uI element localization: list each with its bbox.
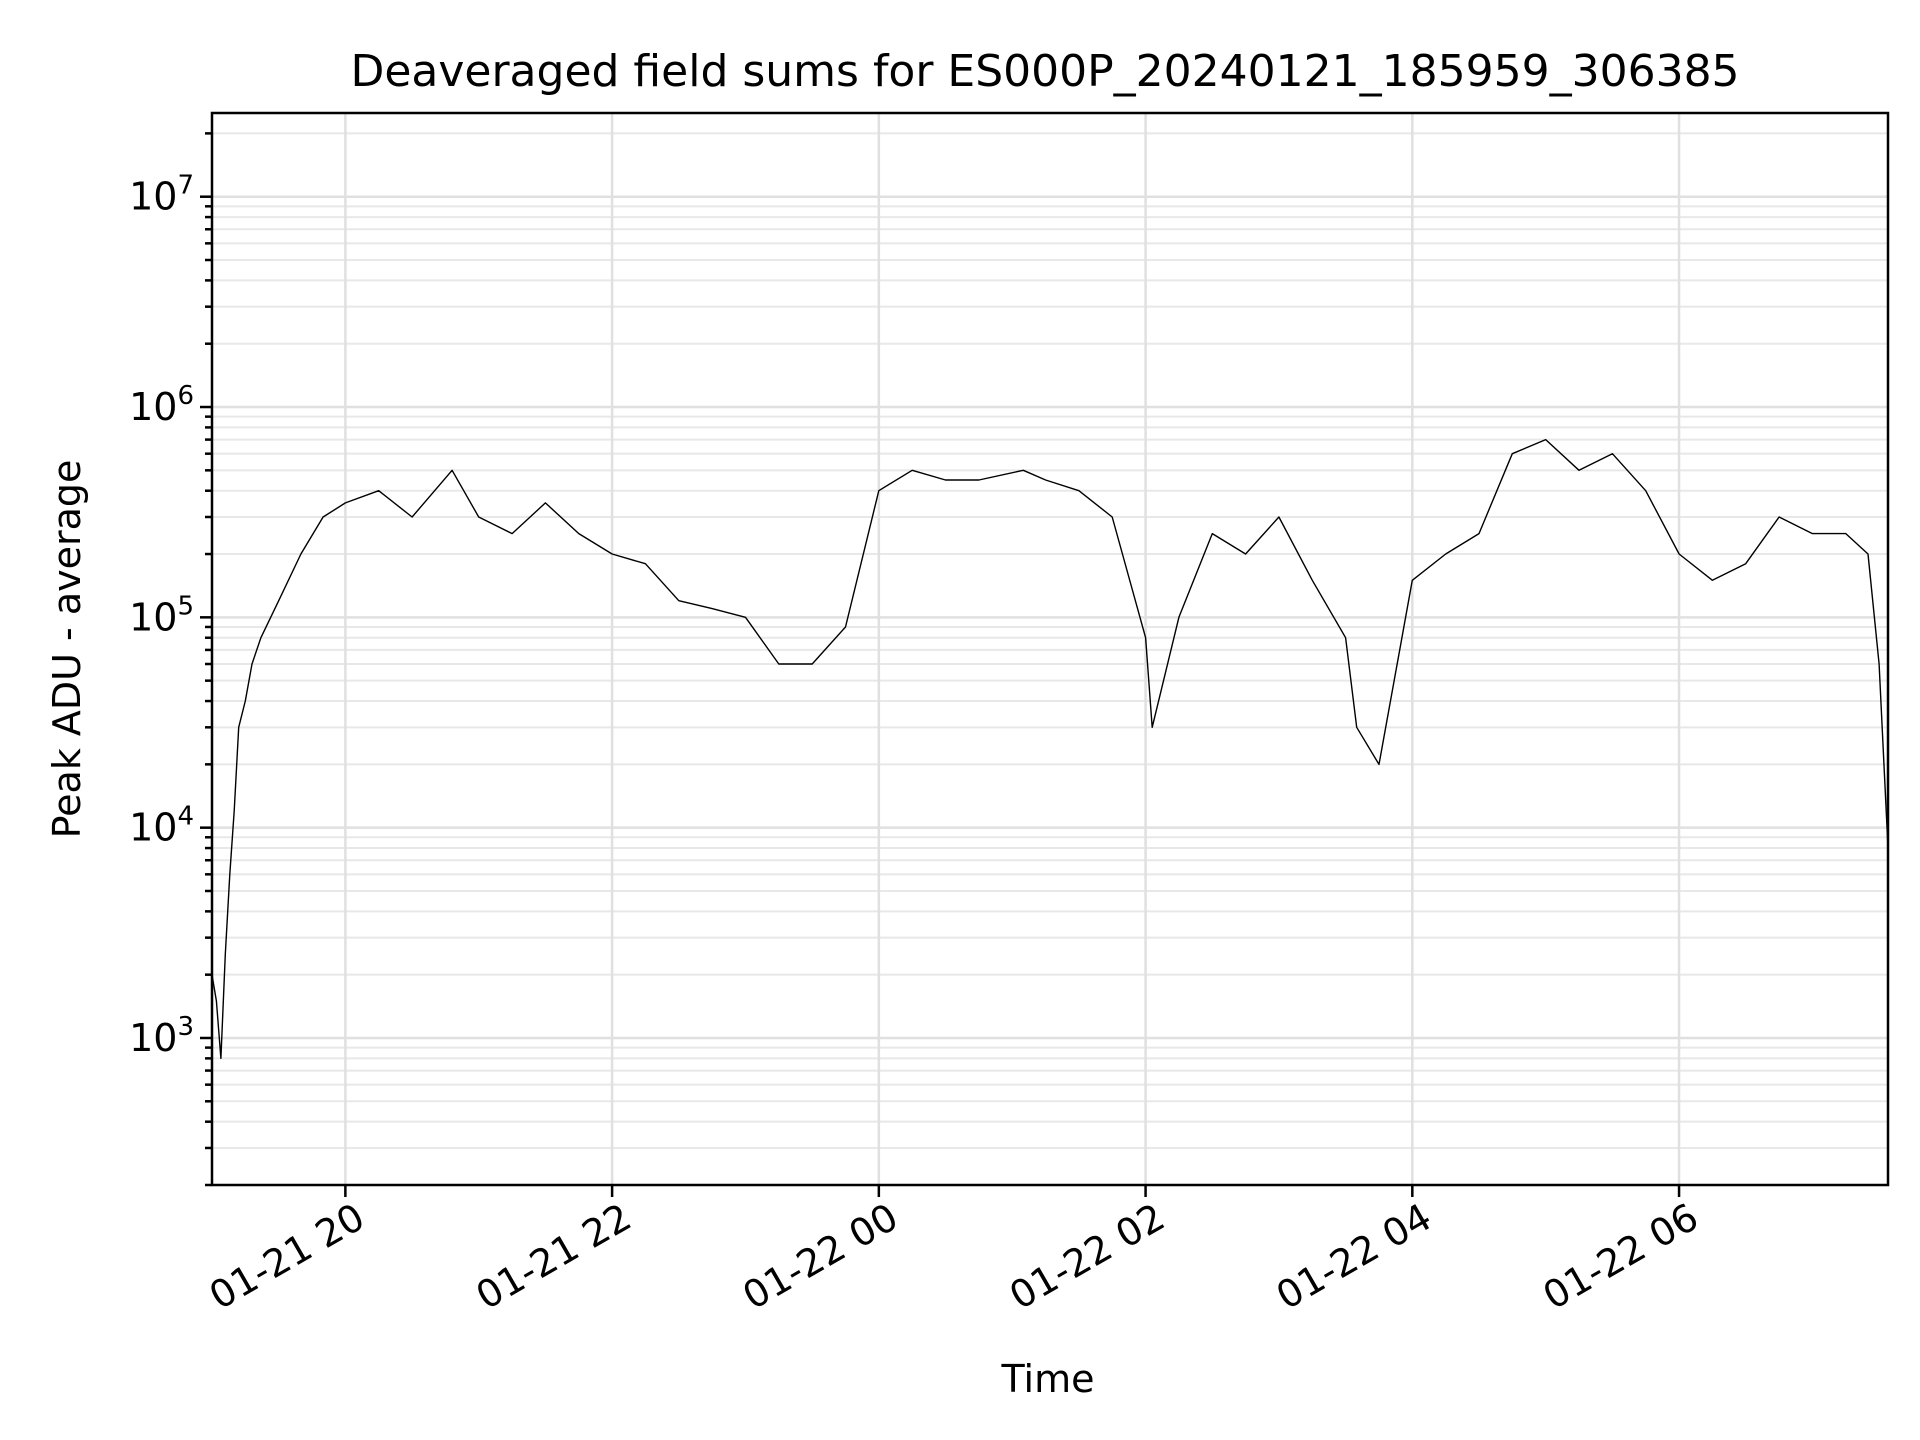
y-tick-label: 103 [129,1012,194,1060]
y-axis: 103 104 105 106 107 [129,132,212,1187]
x-tick-label: 01-22 06 [1536,1195,1706,1319]
y-tick-label: 106 [129,381,194,429]
series-layer [211,438,1889,1060]
grid [212,113,1888,1186]
series-line [211,438,1889,1060]
y-axis-label: Peak ADU - average [45,460,89,839]
x-axis-label: Time [1001,1357,1095,1401]
y-tick-label: 104 [129,802,194,850]
x-axis: 01-21 20 01-21 22 01-22 00 01-22 02 01-22 04… [202,1185,1706,1318]
y-tick-label: 105 [129,591,194,639]
chart-title: Deaveraged field sums for ES000P_2024012… [350,46,1739,97]
x-tick-label: 01-21 20 [202,1195,372,1319]
x-tick-label: 01-22 02 [1002,1195,1172,1319]
x-tick-label: 01-21 22 [469,1195,639,1319]
x-tick-label: 01-22 00 [735,1195,905,1319]
y-tick-label: 107 [129,171,194,219]
x-tick-label: 01-22 04 [1269,1195,1439,1319]
